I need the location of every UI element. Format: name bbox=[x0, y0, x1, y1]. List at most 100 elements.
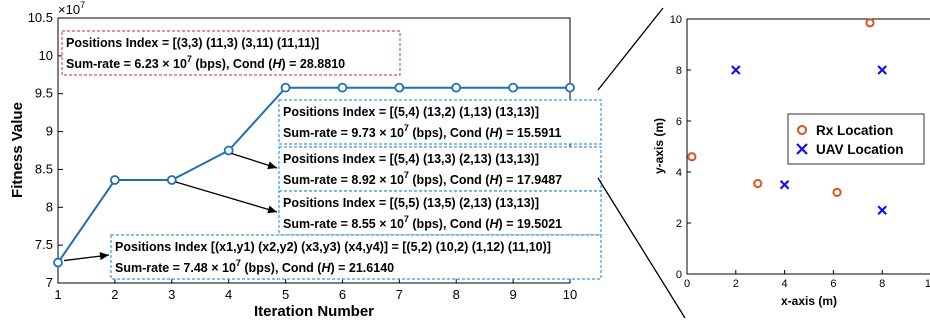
cond-value: ) = 21.6140 bbox=[331, 261, 395, 275]
legend-uav-label: UAV Location bbox=[816, 142, 904, 157]
y-tick-label: 10 bbox=[670, 14, 682, 26]
sumrate-exponent: 7 bbox=[236, 258, 241, 268]
x-tick-label: 8 bbox=[879, 278, 885, 290]
annotation-arrows bbox=[63, 152, 278, 262]
data-point bbox=[565, 82, 575, 93]
location-legend: Rx Location UAV Location bbox=[787, 113, 925, 165]
uav-point bbox=[877, 65, 887, 75]
x-tick-label: 6 bbox=[830, 278, 836, 290]
cond-value: ) = 28.8810 bbox=[282, 57, 346, 71]
legend-uav-marker bbox=[796, 143, 808, 155]
cond-value: ) = 19.5021 bbox=[499, 217, 563, 231]
sumrate-mid: (bps), Cond ( bbox=[409, 217, 490, 231]
sumrate-exponent: 7 bbox=[404, 170, 409, 180]
sumrate-exponent: 7 bbox=[404, 214, 409, 224]
legend-rx-marker bbox=[797, 125, 807, 135]
x-tick-label: 8 bbox=[453, 287, 460, 302]
location-chart: 0 2 4 6 8 10 0 2 4 6 8 10 x-axis (m) y-axis (m) Rx … bbox=[652, 14, 930, 308]
y-tick-label: 7.5 bbox=[35, 237, 53, 252]
annotation-sumrate: Sum-rate = 7.48 × 107 (bps), Cond (H) = … bbox=[115, 258, 394, 275]
sumrate-prefix: Sum-rate = 9.73 × 10 bbox=[283, 126, 404, 140]
fitness-tick-labels: 1 2 3 4 5 6 7 8 9 10 7 7.5 8 8.5 9 9.5 10 10.5 bbox=[28, 10, 578, 302]
annotation-box: Positions Index = [(5,4) (13,3) (2,13) (… bbox=[278, 146, 602, 192]
legend-box bbox=[787, 113, 925, 165]
uav-point bbox=[731, 65, 741, 75]
x-tick-label: 9 bbox=[509, 287, 516, 302]
x-tick-label: 10 bbox=[925, 278, 930, 290]
x-tick-label: 1 bbox=[54, 287, 61, 302]
x-tick-label: 7 bbox=[396, 287, 403, 302]
x-tick-label: 3 bbox=[168, 287, 175, 302]
cond-h: H bbox=[321, 261, 331, 275]
sumrate-exponent: 7 bbox=[187, 54, 192, 64]
sumrate-prefix: Sum-rate = 8.92 × 10 bbox=[283, 173, 404, 187]
annotation-box: Positions Index = [(5,5) (13,5) (2,13) (… bbox=[278, 190, 602, 236]
data-point bbox=[394, 82, 405, 93]
data-point bbox=[53, 257, 63, 268]
x-tick-label: 4 bbox=[782, 278, 788, 290]
y-tick-label: 4 bbox=[676, 167, 682, 179]
arrow-head bbox=[99, 252, 109, 261]
location-tick-labels: 0 2 4 6 8 10 0 2 4 6 8 10 bbox=[670, 14, 930, 290]
annotation-sumrate: Sum-rate = 6.23 × 107 (bps), Cond (H) = … bbox=[66, 54, 345, 71]
annotation-positions: Positions Index = [(5,5) (13,5) (2,13) (… bbox=[283, 196, 539, 210]
sumrate-mid: (bps), Cond ( bbox=[192, 57, 273, 71]
x-tick-label: 6 bbox=[339, 287, 346, 302]
data-point bbox=[166, 175, 177, 185]
annotation-sumrate: Sum-rate = 8.92 × 107 (bps), Cond (H) = … bbox=[283, 170, 562, 187]
location-ticks bbox=[686, 18, 883, 275]
cond-h: H bbox=[489, 173, 499, 187]
annotation-sumrate: Sum-rate = 9.73 × 107 (bps), Cond (H) = … bbox=[283, 123, 561, 140]
data-point bbox=[280, 82, 291, 93]
y-tick-label: 6 bbox=[676, 116, 682, 128]
annotation-box: Positions Index = [(3,3) (11,3) (3,11) (… bbox=[61, 30, 401, 76]
cond-h: H bbox=[489, 126, 499, 140]
x-tick-label: 0 bbox=[684, 278, 690, 290]
arrow-line bbox=[175, 181, 278, 213]
sumrate-prefix: Sum-rate = 7.48 × 10 bbox=[115, 261, 236, 275]
annotation-box: Positions Index [(x1,y1) (x2,y2) (x3,y3)… bbox=[110, 234, 602, 280]
uav-point bbox=[877, 205, 887, 216]
fitness-markers bbox=[53, 82, 575, 268]
y-tick-label: 0 bbox=[676, 269, 682, 281]
arrow-head bbox=[267, 161, 277, 170]
x-tick-label: 2 bbox=[111, 287, 118, 302]
rx-point bbox=[753, 178, 763, 189]
y-tick-label: 9 bbox=[46, 124, 53, 139]
sumrate-mid: (bps), Cond ( bbox=[409, 173, 490, 187]
zoom-connector-bottom bbox=[597, 177, 686, 319]
zoom-connector-top bbox=[597, 7, 664, 91]
cond-h: H bbox=[272, 57, 282, 71]
uav-point bbox=[779, 179, 790, 190]
y-tick-label: 10.5 bbox=[28, 10, 53, 25]
cond-value: ) = 17.9487 bbox=[499, 173, 563, 187]
sumrate-prefix: Sum-rate = 6.23 × 10 bbox=[66, 57, 187, 71]
sumrate-prefix: Sum-rate = 8.55 × 10 bbox=[283, 217, 404, 231]
y-tick-label: 8 bbox=[46, 199, 53, 214]
data-point bbox=[223, 145, 234, 156]
y-tick-label: 2 bbox=[676, 218, 682, 230]
fitness-chart: 1 2 3 4 5 6 7 8 9 10 7 7.5 8 8.5 9 9.5 10 10.5 ×107 Fitne… bbox=[9, 0, 602, 320]
fitness-xlabel: Iteration Number bbox=[254, 303, 374, 320]
y-tick-label: 8.5 bbox=[35, 161, 53, 176]
data-point bbox=[508, 82, 519, 93]
y-tick-label: 8 bbox=[676, 65, 682, 77]
sumrate-mid: (bps), Cond ( bbox=[241, 261, 322, 275]
rx-point bbox=[687, 152, 697, 162]
sumrate-exponent: 7 bbox=[404, 123, 409, 133]
location-ylabel: y-axis (m) bbox=[652, 118, 666, 174]
annotation-positions: Positions Index [(x1,y1) (x2,y2) (x3,y3)… bbox=[115, 240, 551, 254]
y-tick-label: 10 bbox=[39, 48, 53, 63]
annotation-positions: Positions Index = [(5,4) (13,3) (2,13) (… bbox=[283, 152, 539, 166]
annotation-positions: Positions Index = [(3,3) (11,3) (3,11) (… bbox=[66, 36, 319, 50]
fitness-exponent-label: ×107 bbox=[58, 0, 85, 17]
legend-rx-label: Rx Location bbox=[816, 123, 893, 138]
rx-point bbox=[865, 18, 875, 28]
rx-point bbox=[832, 187, 842, 197]
x-tick-label: 2 bbox=[733, 278, 739, 290]
arrow-head bbox=[267, 205, 277, 214]
fitness-series-line bbox=[57, 86, 570, 264]
cond-h: H bbox=[489, 217, 499, 231]
data-point bbox=[109, 175, 120, 185]
